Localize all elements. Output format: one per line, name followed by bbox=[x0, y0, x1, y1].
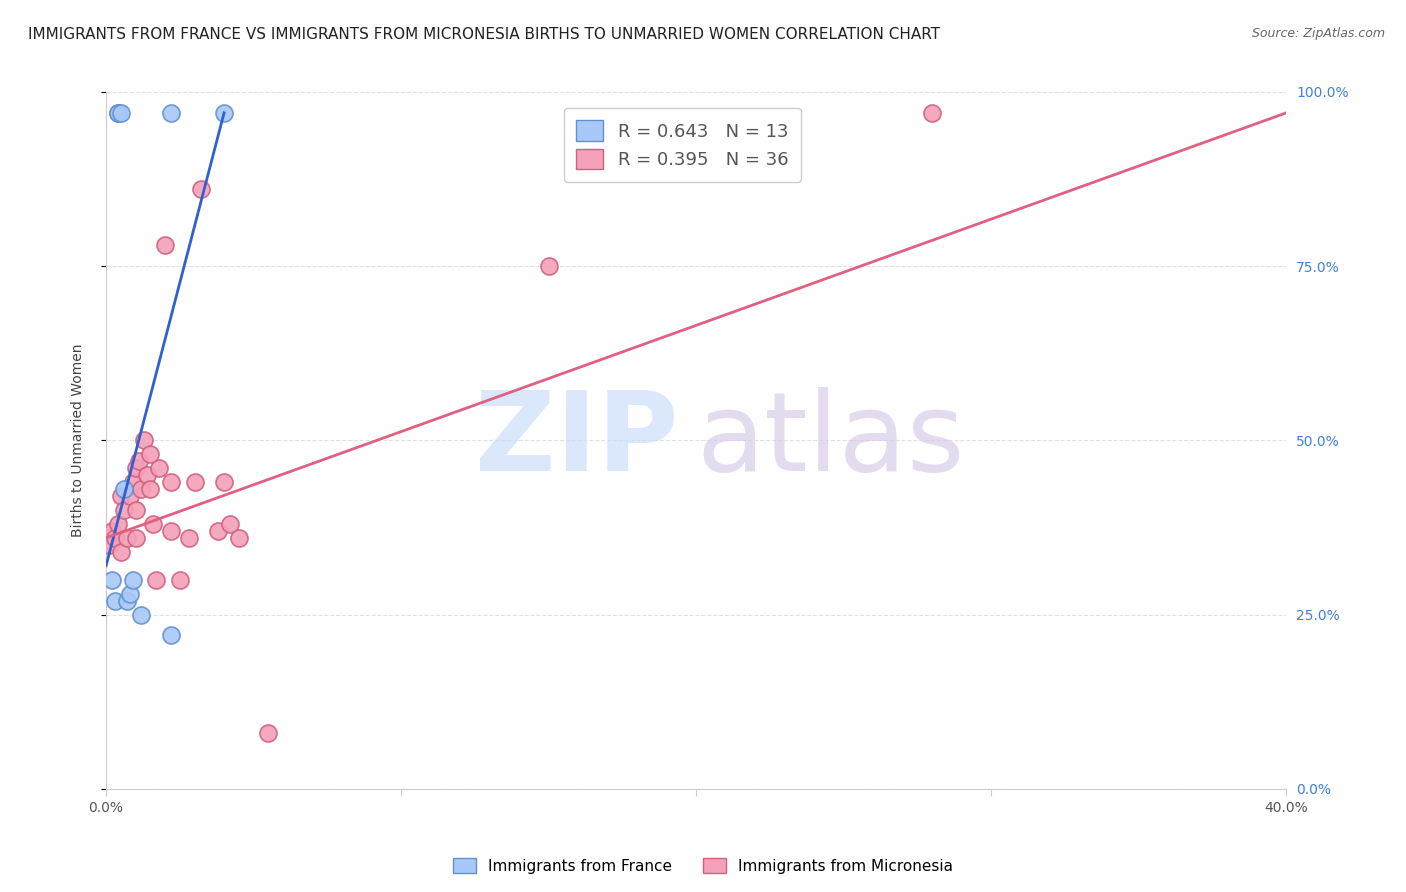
Point bbox=[160, 628, 183, 642]
Point bbox=[139, 447, 162, 461]
Point bbox=[190, 182, 212, 196]
Point bbox=[98, 538, 121, 552]
Point bbox=[115, 593, 138, 607]
Point bbox=[101, 524, 124, 538]
Legend: R = 0.643   N = 13, R = 0.395   N = 36: R = 0.643 N = 13, R = 0.395 N = 36 bbox=[564, 108, 801, 182]
Point bbox=[121, 573, 143, 587]
Legend: Immigrants from France, Immigrants from Micronesia: Immigrants from France, Immigrants from … bbox=[447, 852, 959, 880]
Point bbox=[153, 238, 176, 252]
Point bbox=[101, 573, 124, 587]
Point bbox=[131, 607, 153, 622]
Point bbox=[537, 259, 560, 273]
Point bbox=[212, 475, 235, 489]
Point bbox=[136, 468, 159, 483]
Point bbox=[212, 105, 235, 120]
Point bbox=[112, 503, 135, 517]
Point bbox=[139, 482, 162, 496]
Point bbox=[134, 434, 156, 448]
Point bbox=[107, 105, 129, 120]
Point bbox=[921, 105, 943, 120]
Point bbox=[145, 573, 167, 587]
Point bbox=[124, 503, 146, 517]
Point bbox=[110, 489, 132, 503]
Point bbox=[131, 482, 153, 496]
Point bbox=[128, 454, 150, 468]
Point bbox=[183, 475, 205, 489]
Point bbox=[121, 475, 143, 489]
Point bbox=[118, 489, 141, 503]
Point bbox=[110, 105, 132, 120]
Point bbox=[142, 516, 165, 531]
Point bbox=[124, 531, 146, 545]
Text: atlas: atlas bbox=[696, 387, 965, 494]
Point bbox=[107, 105, 129, 120]
Point bbox=[160, 475, 183, 489]
Point bbox=[160, 524, 183, 538]
Point bbox=[115, 531, 138, 545]
Point bbox=[118, 586, 141, 600]
Point bbox=[257, 726, 280, 740]
Point bbox=[177, 531, 200, 545]
Point bbox=[124, 461, 146, 475]
Point bbox=[169, 573, 191, 587]
Text: Source: ZipAtlas.com: Source: ZipAtlas.com bbox=[1251, 27, 1385, 40]
Point bbox=[228, 531, 250, 545]
Text: IMMIGRANTS FROM FRANCE VS IMMIGRANTS FROM MICRONESIA BIRTHS TO UNMARRIED WOMEN C: IMMIGRANTS FROM FRANCE VS IMMIGRANTS FRO… bbox=[28, 27, 941, 42]
Point bbox=[148, 461, 170, 475]
Point bbox=[207, 524, 229, 538]
Point bbox=[112, 482, 135, 496]
Point bbox=[107, 516, 129, 531]
Text: ZIP: ZIP bbox=[475, 387, 679, 494]
Point bbox=[110, 545, 132, 559]
Point bbox=[219, 516, 242, 531]
Y-axis label: Births to Unmarried Women: Births to Unmarried Women bbox=[72, 343, 86, 537]
Point bbox=[104, 593, 127, 607]
Point bbox=[160, 105, 183, 120]
Point bbox=[104, 531, 127, 545]
